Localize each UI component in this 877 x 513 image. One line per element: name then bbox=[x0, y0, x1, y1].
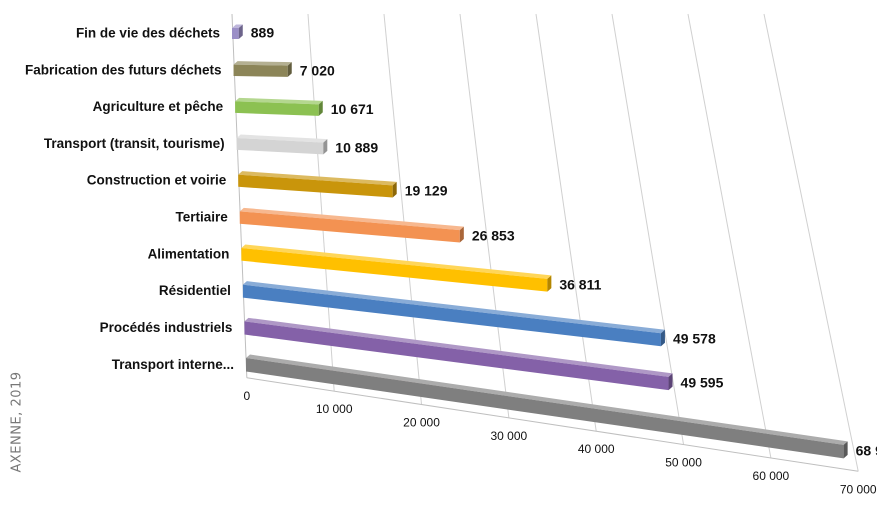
bar-top bbox=[238, 171, 397, 186]
bar-top bbox=[239, 207, 464, 231]
bar bbox=[238, 174, 393, 198]
bar bbox=[233, 64, 288, 77]
category-label: Résidentiel bbox=[159, 283, 231, 298]
bar-top bbox=[233, 61, 292, 66]
bar-end bbox=[392, 181, 397, 198]
category-label: Fabrication des futurs déchets bbox=[25, 62, 222, 77]
x-tick-label: 30 000 bbox=[491, 429, 528, 443]
bar-end bbox=[238, 24, 243, 39]
source-credit: AXENNE, 2019 bbox=[9, 371, 25, 473]
category-label: Transport interne... bbox=[112, 357, 234, 372]
bar bbox=[242, 284, 661, 347]
gridline bbox=[687, 13, 772, 459]
bar-end bbox=[547, 275, 552, 292]
bar bbox=[239, 211, 460, 243]
bar bbox=[241, 248, 548, 292]
bar-end bbox=[287, 62, 292, 77]
data-label: 10 671 bbox=[331, 101, 374, 117]
bar-end bbox=[318, 100, 323, 116]
bar bbox=[235, 101, 319, 116]
category-label: Procédés industriels bbox=[100, 320, 233, 335]
gridline bbox=[763, 13, 859, 472]
bar-top bbox=[236, 134, 328, 143]
x-tick-label: 0 bbox=[243, 389, 250, 403]
data-label: 7 020 bbox=[300, 62, 335, 78]
data-label: 36 811 bbox=[559, 276, 601, 292]
bar-end bbox=[660, 329, 665, 347]
bar-top bbox=[246, 354, 848, 445]
category-label: Agriculture et pêche bbox=[93, 99, 224, 114]
data-label: 49 595 bbox=[681, 374, 724, 390]
bar-end bbox=[668, 373, 673, 391]
gridline bbox=[535, 13, 597, 432]
data-label: 19 129 bbox=[405, 182, 448, 198]
gridline bbox=[307, 13, 335, 392]
data-label: 49 578 bbox=[673, 331, 716, 347]
category-label: Tertiaire bbox=[175, 210, 228, 225]
category-label: Fin de vie des déchets bbox=[76, 26, 220, 41]
value-axis-line bbox=[246, 377, 859, 472]
bar-top bbox=[232, 24, 243, 28]
x-tick-label: 50 000 bbox=[665, 456, 702, 470]
gridline bbox=[459, 13, 510, 418]
data-label: 26 853 bbox=[472, 227, 515, 243]
data-label: 889 bbox=[251, 25, 275, 41]
bar-top bbox=[241, 244, 552, 279]
bar-top bbox=[235, 97, 323, 105]
x-tick-label: 70 000 bbox=[840, 482, 877, 496]
category-label: Construction et voirie bbox=[87, 173, 227, 188]
bar bbox=[236, 138, 324, 155]
bar-end bbox=[843, 441, 848, 459]
data-label: 10 889 bbox=[335, 139, 378, 155]
category-label: Transport (transit, tourisme) bbox=[44, 136, 225, 151]
gridline bbox=[383, 13, 423, 405]
category-label: Alimentation bbox=[148, 246, 230, 261]
bar-end bbox=[459, 226, 464, 243]
bar bbox=[246, 358, 844, 459]
gridline bbox=[611, 13, 685, 445]
x-tick-label: 20 000 bbox=[403, 416, 440, 430]
data-label: 68 931 bbox=[856, 443, 877, 459]
bar-top bbox=[242, 281, 665, 334]
x-tick-label: 10 000 bbox=[316, 402, 353, 416]
bar bbox=[244, 321, 669, 391]
bar-end bbox=[323, 139, 328, 155]
bar bbox=[232, 28, 239, 39]
x-tick-label: 60 000 bbox=[753, 469, 790, 483]
bar-top bbox=[244, 317, 673, 377]
x-tick-label: 40 000 bbox=[578, 442, 615, 456]
